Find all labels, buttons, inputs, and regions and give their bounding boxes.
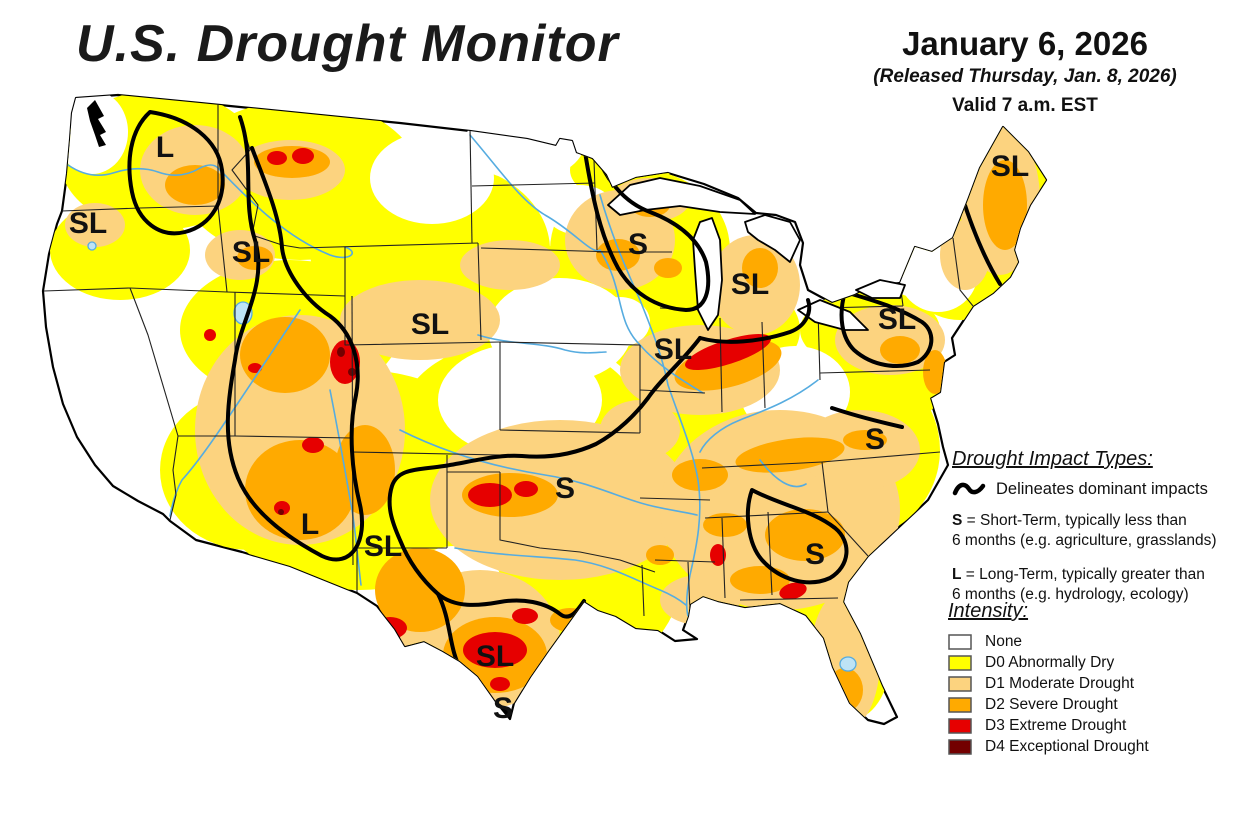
impact-label: S <box>493 692 513 725</box>
long-term-definition: L = Long-Term, typically greater than 6 … <box>952 565 1242 606</box>
short-term-line1: = Short-Term, typically less than <box>966 512 1187 529</box>
impact-boundary-layer <box>127 110 1002 714</box>
map-date: January 6, 2026 <box>902 25 1148 62</box>
swatch-d2 <box>948 696 972 713</box>
legend-row-d3: D3 Extreme Drought <box>948 715 1238 736</box>
legend-row-d4: D4 Exceptional Drought <box>948 736 1238 757</box>
short-term-definition: S = Short-Term, typically less than 6 mo… <box>952 511 1242 552</box>
legend-label-d4: D4 Exceptional Drought <box>985 737 1149 755</box>
long-term-line1: = Long-Term, typically greater than <box>965 565 1205 583</box>
impact-label: SL <box>476 640 514 673</box>
legend-label-none: None <box>985 632 1023 650</box>
impact-label: S <box>555 472 575 505</box>
intensity-legend: Intensity: None D0 Abnormally Dry D1 Mod… <box>948 600 1238 757</box>
delineates-label: Delineates dominant impacts <box>996 479 1208 498</box>
legend-label-d0: D0 Abnormally Dry <box>985 653 1115 671</box>
legend-row-none: None <box>948 631 1238 652</box>
date-block: January 6, 2026 (Released Thursday, Jan.… <box>845 25 1205 117</box>
long-term-symbol: L <box>952 565 962 583</box>
impact-label: SL <box>731 268 769 301</box>
impact-label: SL <box>364 530 402 563</box>
lakes-small <box>87 241 857 672</box>
impact-label: S <box>865 423 885 456</box>
impact-label: SL <box>991 150 1029 183</box>
impact-label: L <box>301 508 319 541</box>
legend-label-d3: D3 Extreme Drought <box>985 716 1127 734</box>
puget-sound <box>87 100 106 147</box>
impact-label: SL <box>69 207 107 240</box>
short-term-symbol: S <box>952 512 963 529</box>
short-term-line2: 6 months (e.g. agriculture, grasslands) <box>952 532 1217 550</box>
impact-label: L <box>156 131 174 164</box>
long-term-line2: 6 months (e.g. hydrology, ecology) <box>952 586 1189 604</box>
swatch-d3 <box>948 717 972 734</box>
swatch-d0 <box>948 654 972 671</box>
impact-label: SL <box>878 303 916 336</box>
legend-row-d1: D1 Moderate Drought <box>948 673 1238 694</box>
swatch-none <box>948 633 972 650</box>
legend-label-d1: D1 Moderate Drought <box>985 674 1135 692</box>
impact-label: S <box>628 228 648 261</box>
impact-label: SL <box>654 333 692 366</box>
release-date: (Released Thursday, Jan. 8, 2026) <box>873 66 1177 88</box>
page-title: U.S. Drought Monitor <box>76 15 619 73</box>
legend-label-d2: D2 Severe Drought <box>985 695 1118 713</box>
swatch-d1 <box>948 675 972 692</box>
impact-label: SL <box>411 308 449 341</box>
impact-types-legend: Drought Impact Types: Delineates dominan… <box>952 448 1242 619</box>
impact-labels: L SL SL SL S SL SL SL SL S S S L SL SL S <box>69 131 1029 725</box>
legend-row-d2: D2 Severe Drought <box>948 694 1238 715</box>
legend-row-d0: D0 Abnormally Dry <box>948 652 1238 673</box>
impact-types-heading: Drought Impact Types: <box>952 448 1153 470</box>
intensity-heading: Intensity: <box>948 600 1029 622</box>
impact-label: S <box>805 538 825 571</box>
delineation-squiggle-icon <box>952 482 986 496</box>
impact-label: SL <box>232 236 270 269</box>
rivers-layer <box>67 134 819 617</box>
swatch-d4 <box>948 738 972 755</box>
valid-time: Valid 7 a.m. EST <box>952 95 1098 117</box>
